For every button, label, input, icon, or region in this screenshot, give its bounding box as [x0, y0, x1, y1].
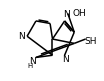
Text: N: N	[63, 10, 70, 19]
Text: SH: SH	[84, 37, 97, 46]
Text: N: N	[29, 57, 36, 66]
Text: N: N	[18, 32, 24, 41]
Text: H: H	[27, 64, 33, 69]
Text: OH: OH	[72, 9, 86, 18]
Text: N: N	[62, 55, 69, 64]
